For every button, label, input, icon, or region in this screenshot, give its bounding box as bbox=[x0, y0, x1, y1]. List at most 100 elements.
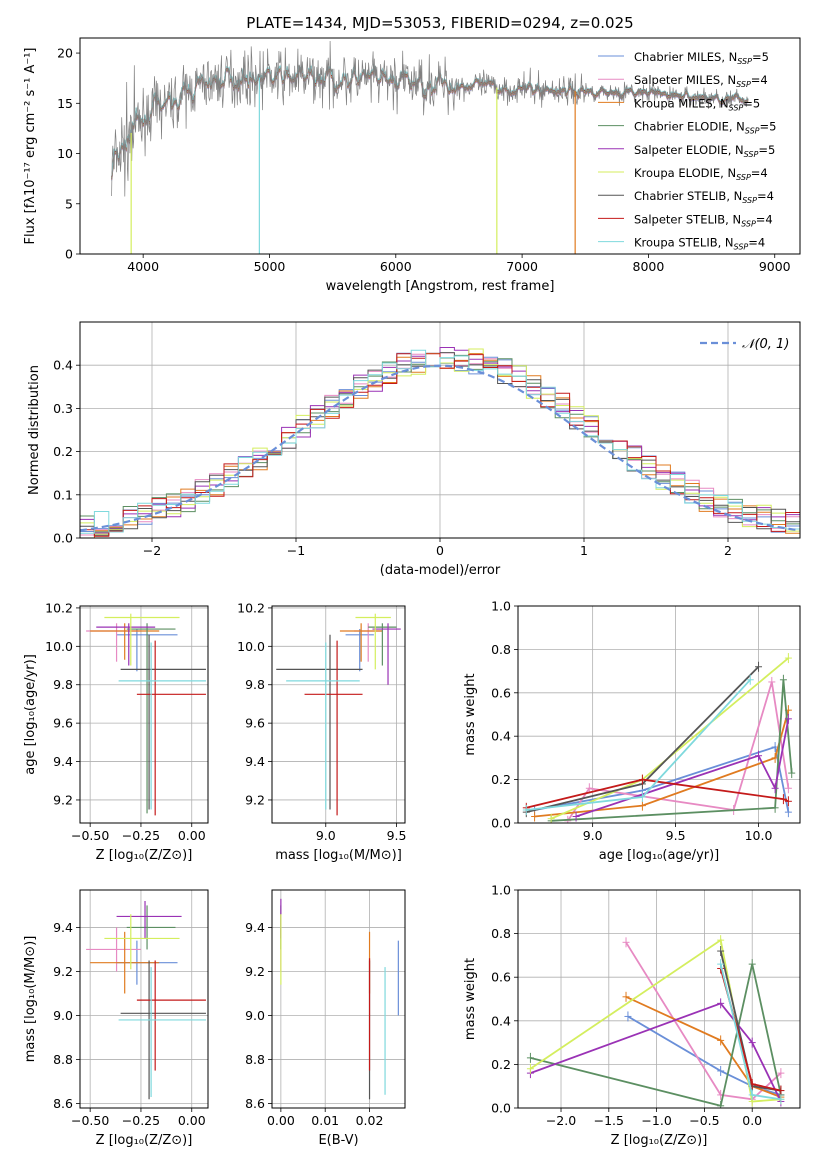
axes-frame bbox=[79, 889, 209, 1109]
axes-frame bbox=[79, 321, 801, 539]
x-axis-label: wavelength [Angstrom, rest frame] bbox=[326, 279, 555, 294]
errorbar-plot-area bbox=[86, 613, 206, 816]
legend-entry-name: Kroupa MILES, N bbox=[634, 96, 729, 110]
y-tick-label: 0.3 bbox=[53, 401, 73, 416]
legend-entry-suffix: =5 bbox=[752, 50, 769, 64]
y-tick-label: 8.6 bbox=[245, 1096, 265, 1111]
y-axis-label: age [log₁₀(age/yr)] bbox=[23, 654, 38, 775]
figure-title: PLATE=1434, MJD=53053, FIBERID=0294, z=0… bbox=[246, 14, 633, 32]
y-tick-label: 0.0 bbox=[53, 531, 73, 546]
y-tick-label: 0.1 bbox=[53, 487, 73, 502]
axes-frame bbox=[517, 889, 801, 1109]
x-tick-label: −1.5 bbox=[594, 1113, 624, 1128]
y-tick-label: 0.6 bbox=[491, 685, 511, 700]
axes-frame bbox=[271, 605, 406, 824]
legend-entry: Kroupa ELODIE, NSSP=4 bbox=[634, 166, 768, 182]
histogram-plot-area bbox=[80, 347, 800, 538]
legend-entry-suffix: =5 bbox=[758, 143, 775, 157]
y-tick-label: 0.0 bbox=[491, 1101, 511, 1116]
x-tick-label: 0 bbox=[436, 543, 444, 558]
x-tick-label: −2 bbox=[143, 543, 161, 558]
errorbar-plot-area bbox=[86, 901, 206, 1100]
legend-entry-suffix: =5 bbox=[760, 120, 777, 134]
x-tick-label: −0.50 bbox=[71, 1113, 109, 1128]
legend-entry-name: Salpeter MILES, N bbox=[634, 73, 736, 87]
legend-entry-subscript: SSP bbox=[729, 103, 744, 112]
legend-entry-name: Chabrier STELIB, N bbox=[634, 189, 742, 203]
y-tick-label: 9.0 bbox=[53, 1008, 73, 1023]
y-tick-label: 20 bbox=[57, 46, 73, 61]
mass-weight-line bbox=[625, 995, 782, 1098]
legend-entry-suffix: =4 bbox=[751, 166, 768, 180]
legend-entry: Salpeter STELIB, NSSP=4 bbox=[634, 212, 773, 228]
legend-entry-suffix: =4 bbox=[757, 189, 774, 203]
y-tick-label: 10.2 bbox=[237, 600, 265, 615]
y-axis-label: mass weight bbox=[463, 673, 478, 755]
x-tick-label: 0.01 bbox=[311, 1113, 339, 1128]
x-tick-label: 9.5 bbox=[666, 828, 686, 843]
residuals-legend: 𝒩(0, 1) bbox=[700, 337, 789, 352]
y-tick-label: 0.0 bbox=[491, 816, 511, 831]
weight-vs-age-panel: 9.0 9.5 10.0 0.0 0.2 0.4 0.6 0.8 1.0 age [log₁₀(a… bbox=[463, 599, 801, 863]
legend-entry-name: Salpeter STELIB, N bbox=[634, 212, 741, 226]
legend-entry: Chabrier STELIB, NSSP=4 bbox=[634, 189, 774, 205]
legend-entry-name: Kroupa ELODIE, N bbox=[634, 166, 736, 180]
legend-entry: Chabrier ELODIE, NSSP=5 bbox=[634, 120, 776, 136]
x-axis-label: Z [log₁₀(Z/Z⊙)] bbox=[96, 848, 193, 863]
errorbar-plot-area bbox=[280, 898, 399, 1100]
y-axis-label: mass [log₁₀(M/M⊙)] bbox=[23, 936, 38, 1063]
legend-entry-subscript: SSP bbox=[737, 57, 752, 66]
mass-weight-line bbox=[530, 963, 782, 1107]
y-axis-label: mass weight bbox=[463, 958, 478, 1040]
age-vs-Z-panel: −0.50 −0.25 0.00 9.2 9.4 9.6 9.8 10.0 10.2 Z [log… bbox=[23, 600, 209, 863]
y-axis-label: Normed distribution bbox=[27, 365, 42, 495]
y-tick-label: 9.8 bbox=[53, 677, 73, 692]
y-tick-label: 10 bbox=[57, 146, 73, 161]
y-tick-label: 9.2 bbox=[53, 964, 73, 979]
x-tick-label: 0.00 bbox=[178, 828, 206, 843]
legend-entry: Salpeter ELODIE, NSSP=5 bbox=[634, 143, 775, 159]
x-tick-label: −0.5 bbox=[689, 1113, 719, 1128]
legend-entry-subscript: SSP bbox=[736, 173, 751, 182]
x-tick-label: 9000 bbox=[759, 259, 791, 274]
x-tick-label: 2 bbox=[724, 543, 732, 558]
y-tick-label: 9.2 bbox=[53, 792, 73, 807]
x-axis-label: E(B-V) bbox=[318, 1133, 358, 1148]
y-tick-label: 9.4 bbox=[245, 754, 265, 769]
mass-vs-ebv-panel: 0.00 0.01 0.02 8.6 8.8 9.0 9.2 9.4 E(B-V) bbox=[245, 889, 406, 1148]
legend-entry-subscript: SSP bbox=[741, 219, 756, 228]
x-tick-label: 5000 bbox=[254, 259, 286, 274]
mass-vs-Z-panel: −0.50 −0.25 0.00 8.6 8.8 9.0 9.2 9.4 Z [log₁₀(Z/… bbox=[23, 889, 209, 1148]
normal-distribution-curve bbox=[80, 364, 800, 532]
y-tick-label: 9.0 bbox=[245, 1008, 265, 1023]
y-tick-label: 9.6 bbox=[53, 716, 73, 731]
y-tick-label: 9.4 bbox=[53, 920, 73, 935]
y-tick-label: 1.0 bbox=[491, 883, 511, 898]
legend-entry-suffix: =5 bbox=[743, 96, 760, 110]
mass-weight-line bbox=[534, 709, 790, 818]
x-tick-label: 8000 bbox=[633, 259, 665, 274]
y-tick-label: 0.2 bbox=[53, 444, 73, 459]
weight-plot-area bbox=[526, 935, 785, 1108]
spectrum-panel: 4000 5000 6000 7000 8000 9000 0 5 10 15 20 waveleng… bbox=[23, 37, 801, 294]
y-tick-label: 0 bbox=[65, 247, 73, 262]
legend-entry-subscript: SSP bbox=[745, 127, 760, 136]
spectrum-plot-area bbox=[111, 40, 749, 254]
mass-weight-line bbox=[526, 778, 789, 809]
x-tick-label: 0.02 bbox=[356, 1113, 384, 1128]
age-vs-mass-panel: 9.0 9.5 9.2 9.4 9.6 9.8 10.0 10.2 mass [log₁₀(M/… bbox=[237, 600, 406, 863]
mass-weight-line bbox=[627, 1015, 782, 1096]
mass-weight-line bbox=[567, 681, 790, 822]
observed-spectrum-line bbox=[111, 40, 749, 197]
mass-weight-line bbox=[534, 745, 790, 813]
x-tick-label: 0.00 bbox=[178, 1113, 206, 1128]
legend-entry-subscript: SSP bbox=[742, 196, 757, 205]
x-tick-label: 10.0 bbox=[745, 828, 773, 843]
legend-entry: Chabrier MILES, NSSP=5 bbox=[634, 50, 769, 66]
y-tick-label: 5 bbox=[65, 196, 73, 211]
x-tick-label: 1 bbox=[580, 543, 588, 558]
y-tick-label: 0.4 bbox=[53, 358, 73, 373]
x-axis-label: Z [log₁₀(Z/Z⊙)] bbox=[96, 1133, 193, 1148]
legend-entry-subscript: SSP bbox=[744, 150, 759, 159]
